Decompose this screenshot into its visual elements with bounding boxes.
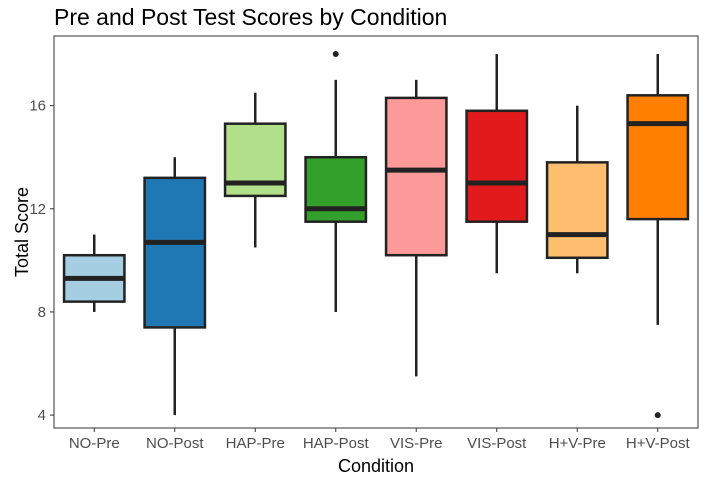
boxes [62, 51, 690, 419]
y-tick-label: 8 [38, 304, 46, 321]
box-hap-post [304, 51, 368, 312]
x-tick-label: VIS-Pre [390, 435, 443, 452]
box-no-post [143, 157, 207, 416]
x-tick-label: H+V-Post [626, 435, 691, 452]
box-hap-pre [223, 92, 287, 248]
x-tick-label: H+V-Pre [549, 435, 606, 452]
plot-panel [53, 35, 699, 429]
y-tick-label: 12 [29, 201, 46, 218]
x-axis-title: Condition [338, 456, 414, 476]
iqr-box [626, 94, 690, 221]
x-tick-label: HAP-Pre [226, 435, 285, 452]
box-vis-pre [384, 79, 448, 377]
box-h-v-post [626, 54, 690, 419]
y-tick-label: 16 [29, 98, 46, 115]
iqr-box [545, 161, 609, 260]
x-tick-label: NO-Pre [69, 435, 120, 452]
iqr-box [465, 109, 529, 223]
x-tick-label: VIS-Post [467, 435, 527, 452]
panel-border [53, 35, 699, 429]
iqr-box [304, 155, 368, 223]
outlier-point [654, 412, 661, 419]
chart-title: Pre and Post Test Scores by Condition [54, 4, 448, 30]
box-vis-post [465, 54, 529, 274]
box-h-v-pre [545, 105, 609, 274]
y-tick-label: 4 [38, 407, 46, 424]
y-axis-title: Total Score [12, 187, 32, 277]
iqr-box [143, 176, 207, 329]
outlier-point [332, 51, 339, 58]
x-tick-label: HAP-Post [303, 435, 370, 452]
axis-ticks: 4 8 12 16 NO-Pre NO-Post HAP-Pre HAP-Post VIS-Pr… [29, 98, 690, 452]
box-no-pre [62, 234, 126, 312]
x-tick-label: NO-Post [146, 435, 204, 452]
iqr-box [384, 96, 448, 257]
